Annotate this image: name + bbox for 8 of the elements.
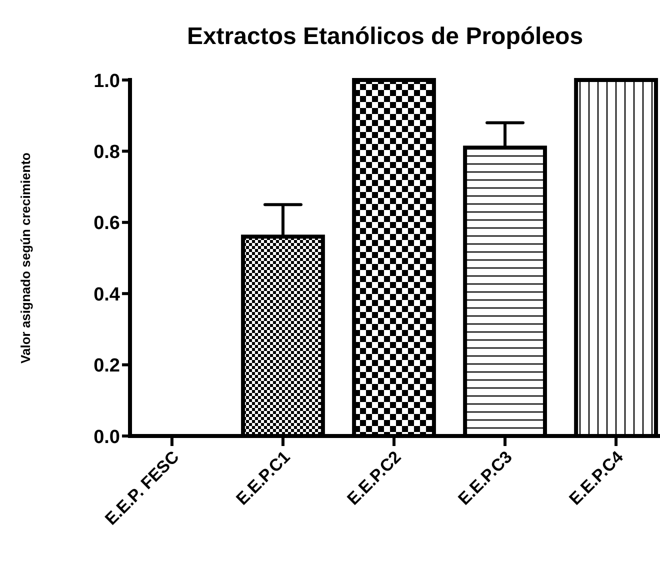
y-tick-label: 0.6 — [94, 213, 120, 234]
y-tick-label: 1.0 — [94, 70, 120, 92]
y-tick-label: 0.0 — [94, 426, 120, 448]
chart-title: Extractos Etanólicos de Propóleos — [186, 23, 584, 50]
y-axis-title: Valor asignado según crecimiento — [18, 152, 33, 364]
y-tick-label: 0.4 — [94, 284, 120, 306]
y-tick-label: 0.2 — [94, 356, 120, 377]
y-tick-label: 0.8 — [94, 142, 120, 164]
